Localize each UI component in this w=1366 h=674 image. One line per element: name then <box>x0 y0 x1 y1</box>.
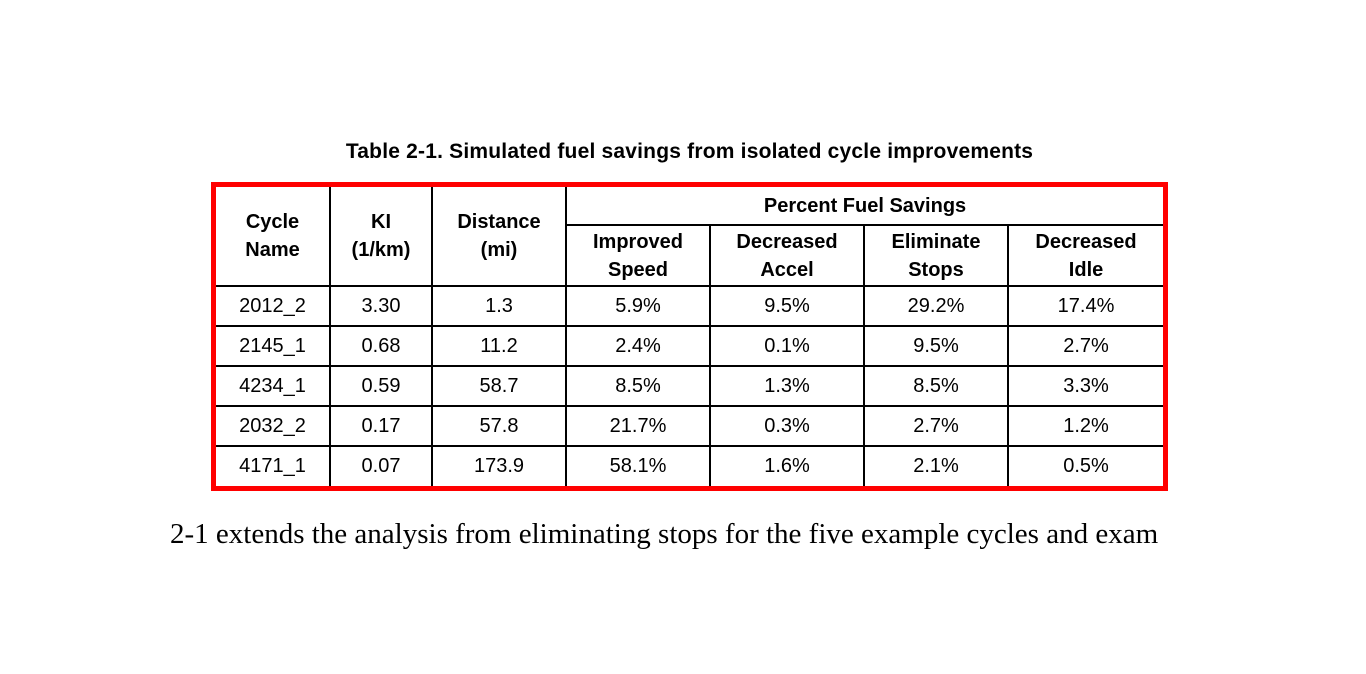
distance-cell: 1.3 <box>431 285 567 327</box>
col-header-cycle-name: Cycle Name <box>215 186 331 287</box>
cycle-name-cell: 2032_2 <box>215 405 331 447</box>
decreased-accel-cell: 1.3% <box>709 365 865 407</box>
eliminate-stops-cell: 2.1% <box>863 445 1009 487</box>
col-header-decreased-accel: Decreased Accel <box>709 224 865 287</box>
table-row: 4171_1 0.07 173.9 58.1% 1.6% 2.1% 0.5% <box>215 445 1165 487</box>
cycle-name-cell: 4171_1 <box>215 445 331 487</box>
ki-cell: 3.30 <box>329 285 433 327</box>
distance-cell: 57.8 <box>431 405 567 447</box>
cycle-name-cell: 4234_1 <box>215 365 331 407</box>
table-row: 2032_2 0.17 57.8 21.7% 0.3% 2.7% 1.2% <box>215 405 1165 447</box>
distance-cell: 11.2 <box>431 325 567 367</box>
improved-speed-cell: 21.7% <box>565 405 711 447</box>
fuel-savings-table-grid: Cycle Name KI (1/km) Distance (mi) Perce… <box>215 186 1165 487</box>
col-header-ki: KI (1/km) <box>329 186 433 287</box>
col-header-decreased-idle: Decreased Idle <box>1006 224 1165 287</box>
eliminate-stops-cell: 2.7% <box>863 405 1009 447</box>
cycle-name-cell: 2012_2 <box>215 285 331 327</box>
eliminate-stops-cell: 9.5% <box>863 325 1009 367</box>
ki-cell: 0.17 <box>329 405 433 447</box>
decreased-accel-cell: 0.3% <box>709 405 865 447</box>
eliminate-stops-cell: 29.2% <box>863 285 1009 327</box>
col-header-eliminate-stops: Eliminate Stops <box>863 224 1009 287</box>
decreased-accel-cell: 1.6% <box>709 445 865 487</box>
col-header-distance: Distance (mi) <box>431 186 567 287</box>
decreased-idle-cell: 1.2% <box>1006 405 1165 447</box>
ki-cell: 0.59 <box>329 365 433 407</box>
improved-speed-cell: 2.4% <box>565 325 711 367</box>
decreased-idle-cell: 17.4% <box>1006 285 1165 327</box>
col-group-header-percent-fuel-savings: Percent Fuel Savings <box>564 186 1165 226</box>
table-row: 2145_1 0.68 11.2 2.4% 0.1% 9.5% 2.7% <box>215 325 1165 367</box>
decreased-idle-cell: 0.5% <box>1006 445 1165 487</box>
eliminate-stops-cell: 8.5% <box>863 365 1009 407</box>
table-row: 4234_1 0.59 58.7 8.5% 1.3% 8.5% 3.3% <box>215 365 1165 407</box>
fuel-savings-table: Cycle Name KI (1/km) Distance (mi) Perce… <box>211 182 1168 491</box>
ki-cell: 0.07 <box>329 445 433 487</box>
decreased-accel-cell: 9.5% <box>709 285 865 327</box>
distance-cell: 58.7 <box>431 365 567 407</box>
improved-speed-cell: 58.1% <box>565 445 711 487</box>
col-header-improved-speed: Improved Speed <box>565 224 711 287</box>
ki-cell: 0.68 <box>329 325 433 367</box>
body-text: 2-1 extends the analysis from eliminatin… <box>170 518 1159 550</box>
cycle-name-cell: 2145_1 <box>215 325 331 367</box>
decreased-idle-cell: 3.3% <box>1006 365 1165 407</box>
table-caption: Table 2-1. Simulated fuel savings from i… <box>345 140 1034 163</box>
improved-speed-cell: 8.5% <box>565 365 711 407</box>
decreased-accel-cell: 0.1% <box>709 325 865 367</box>
distance-cell: 173.9 <box>431 445 567 487</box>
table-row: 2012_2 3.30 1.3 5.9% 9.5% 29.2% 17.4% <box>215 285 1165 327</box>
decreased-idle-cell: 2.7% <box>1006 325 1165 367</box>
improved-speed-cell: 5.9% <box>565 285 711 327</box>
